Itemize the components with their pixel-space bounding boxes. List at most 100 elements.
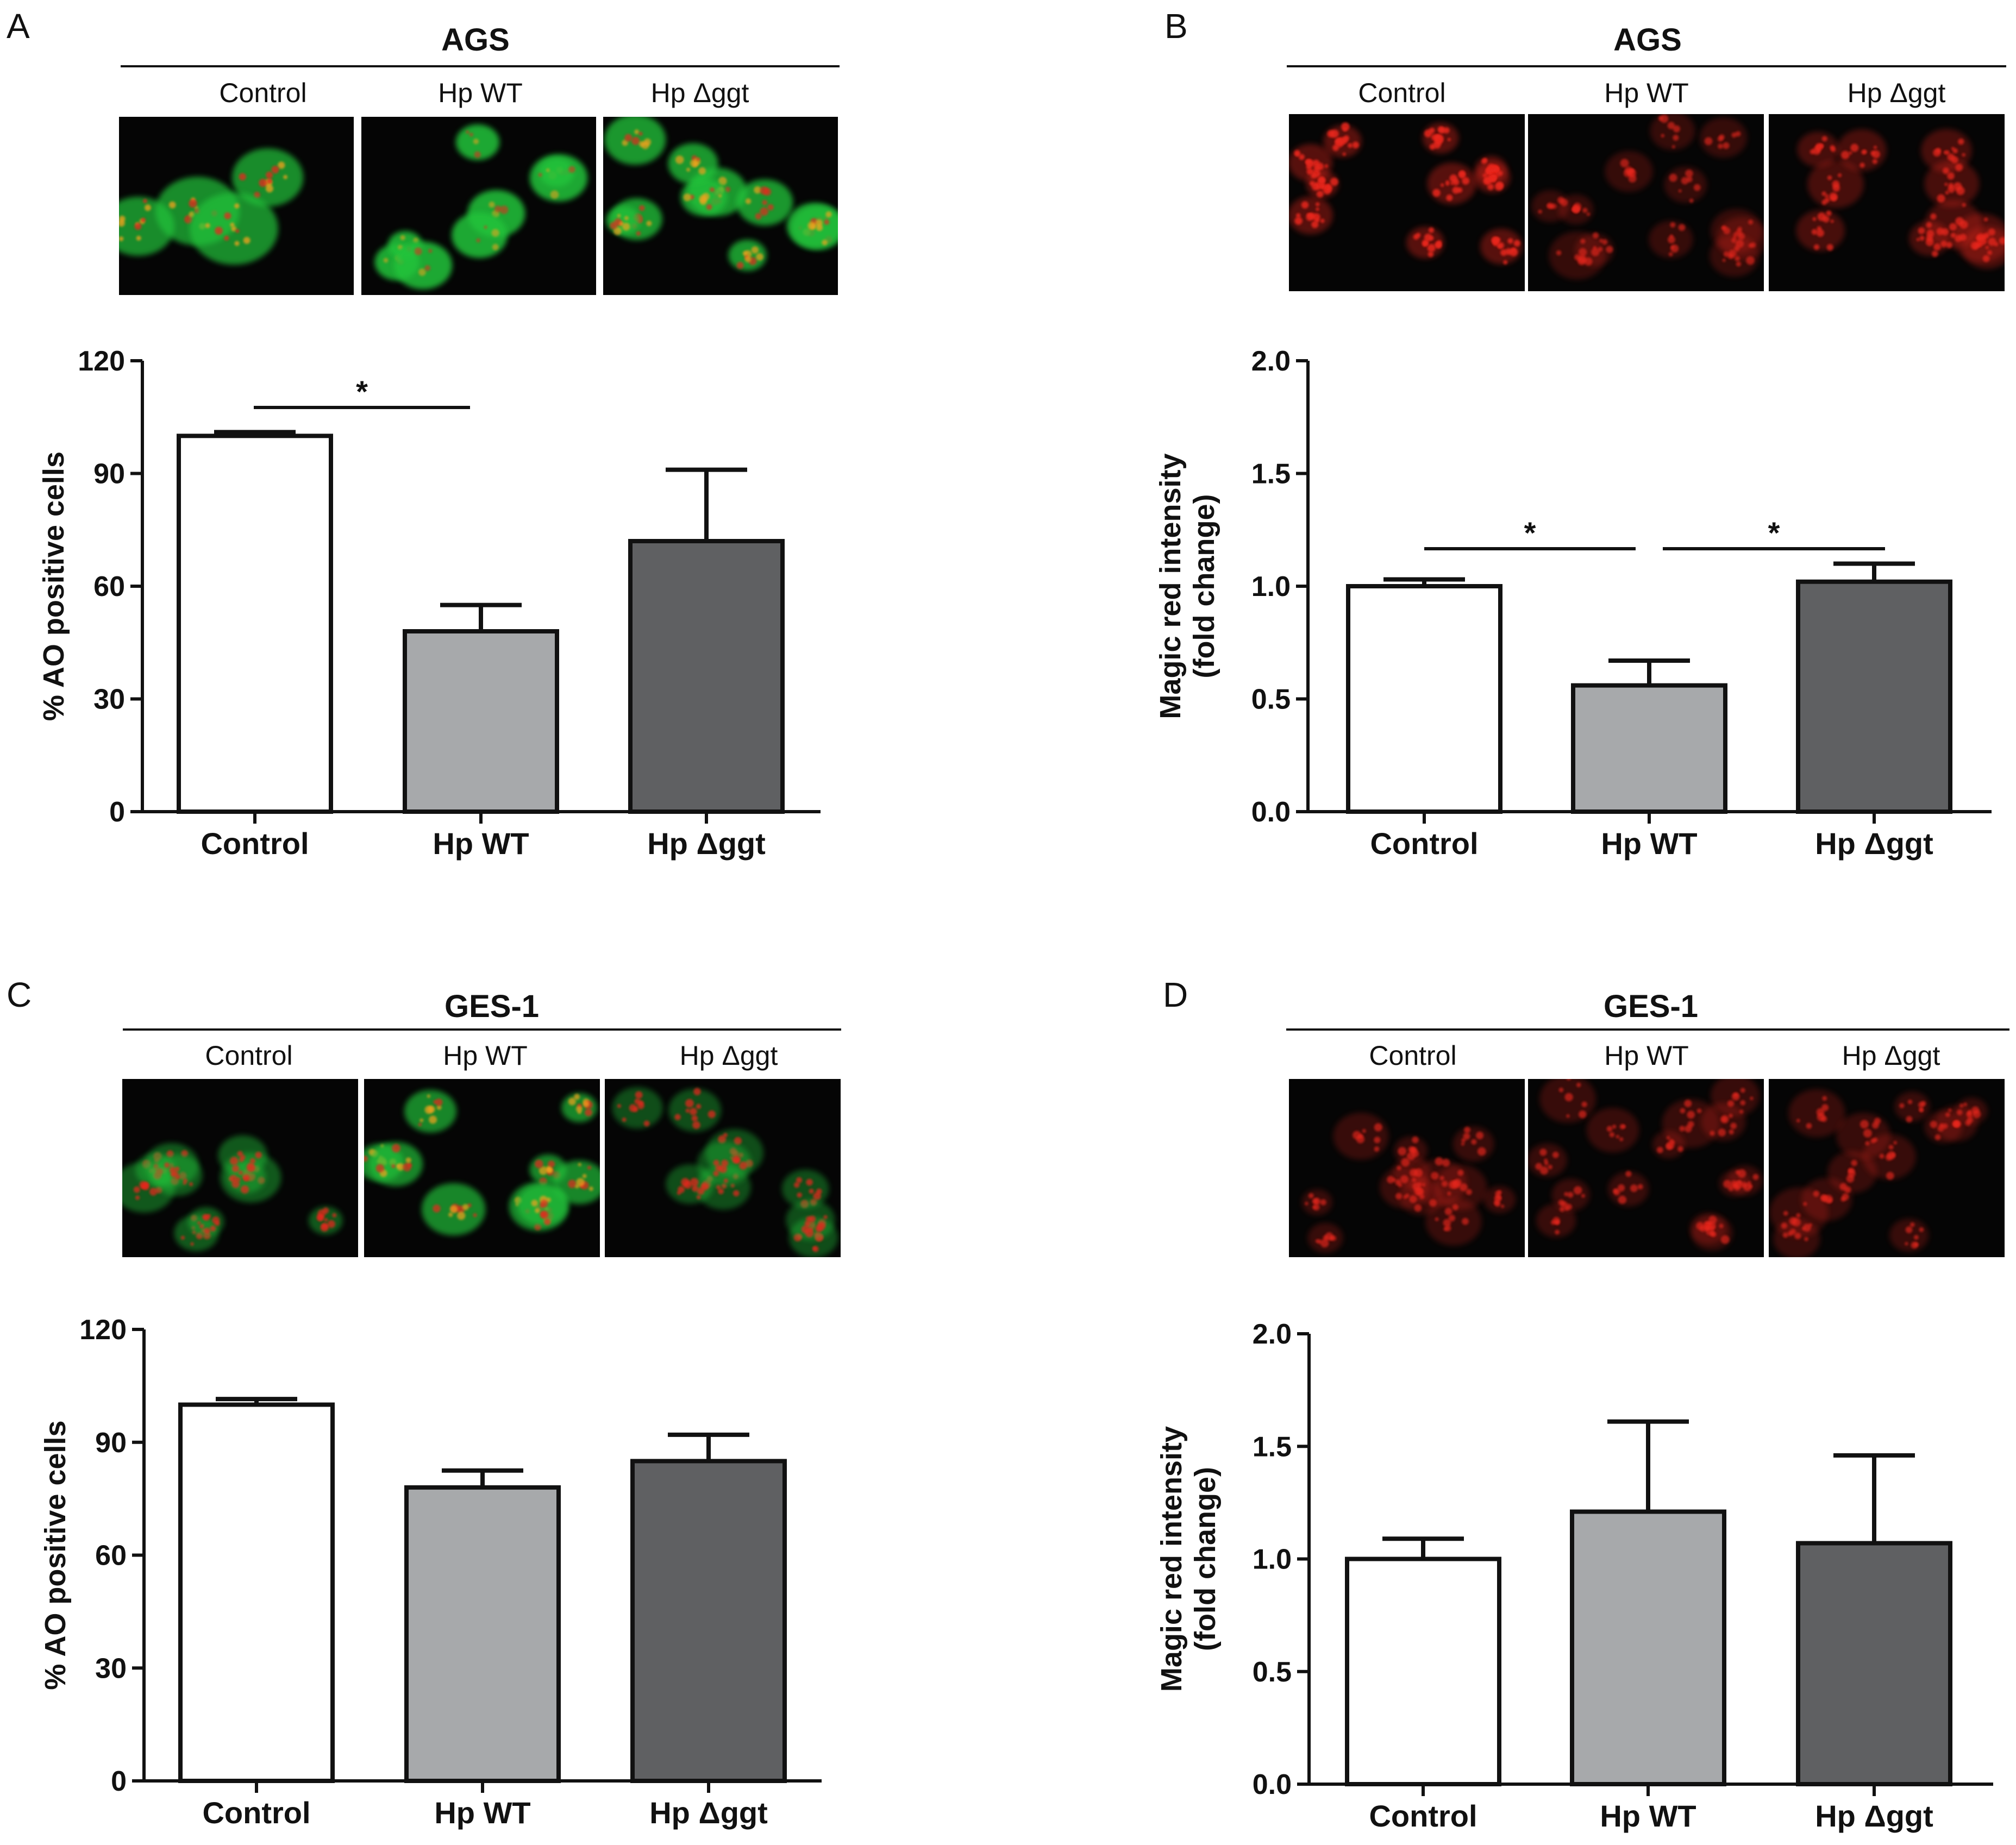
stain-dot bbox=[271, 166, 279, 174]
y-tick-label: 120 bbox=[79, 1314, 127, 1346]
stain-dot bbox=[1564, 1093, 1573, 1102]
stain-dot bbox=[1718, 143, 1723, 149]
stain-dot bbox=[1955, 217, 1964, 226]
stain-dot bbox=[239, 1157, 244, 1163]
stain-dot bbox=[1306, 159, 1314, 168]
stain-dot bbox=[164, 1162, 170, 1168]
stain-dot bbox=[638, 141, 645, 147]
stain-dot bbox=[1441, 183, 1444, 187]
stain-dot bbox=[1870, 150, 1875, 156]
stain-dot bbox=[716, 1184, 721, 1190]
panel-letter: A bbox=[7, 7, 30, 46]
y-tick-label: 2.0 bbox=[1251, 346, 1291, 377]
x-tick-label: Hp Δggt bbox=[647, 826, 766, 861]
stain-dot bbox=[1860, 162, 1865, 168]
stain-dot bbox=[1330, 178, 1338, 186]
stain-dot bbox=[1825, 194, 1829, 198]
stain-dot bbox=[713, 1159, 719, 1166]
stain-dot bbox=[1315, 1239, 1319, 1243]
cell-body bbox=[529, 154, 588, 202]
stain-dot bbox=[1736, 261, 1742, 267]
stain-dot bbox=[1704, 1226, 1709, 1231]
y-tick-label: 60 bbox=[93, 571, 125, 603]
stain-dot bbox=[1803, 1202, 1807, 1206]
x-tick-label: Hp Δggt bbox=[649, 1796, 768, 1830]
x-tick-label: Hp WT bbox=[434, 1796, 530, 1830]
stain-dot bbox=[204, 1227, 211, 1234]
stain-dot bbox=[724, 186, 730, 192]
y-tick-label: 60 bbox=[95, 1540, 127, 1572]
stain-dot bbox=[1863, 1129, 1872, 1138]
stain-dot bbox=[1680, 1108, 1686, 1114]
stain-dot bbox=[231, 1165, 240, 1172]
stain-dot bbox=[1905, 1226, 1913, 1233]
stain-dot bbox=[1564, 1192, 1569, 1196]
stain-dot bbox=[1738, 233, 1745, 240]
stain-dot bbox=[739, 1161, 748, 1170]
micrograph bbox=[1289, 114, 1525, 291]
stain-dot bbox=[635, 1091, 643, 1099]
stain-dot bbox=[1851, 1159, 1857, 1166]
stain-dot bbox=[332, 1213, 337, 1218]
stain-dot bbox=[183, 1178, 188, 1183]
stain-dot bbox=[1444, 1208, 1452, 1215]
stain-dot bbox=[1320, 1239, 1329, 1248]
stain-dot bbox=[1806, 1123, 1812, 1129]
stain-dot bbox=[1558, 1087, 1564, 1093]
cell-body bbox=[452, 212, 508, 258]
stain-dot bbox=[1582, 208, 1588, 213]
stain-dot bbox=[1740, 1100, 1746, 1106]
stain-dot bbox=[696, 1103, 702, 1109]
stain-dot bbox=[1484, 176, 1492, 184]
stain-dot bbox=[575, 1184, 579, 1189]
stain-dot bbox=[583, 1101, 590, 1108]
micrograph-label: Hp WT bbox=[438, 78, 523, 108]
stain-dot bbox=[1871, 1121, 1879, 1129]
stain-dot bbox=[1405, 1193, 1410, 1198]
stain-dot bbox=[1888, 1145, 1894, 1150]
stain-dot bbox=[375, 1164, 385, 1173]
stain-dot bbox=[1942, 228, 1949, 236]
stain-dot bbox=[189, 1182, 193, 1187]
stain-dot bbox=[1461, 1138, 1466, 1143]
stain-dot bbox=[1946, 242, 1952, 248]
panel-letter: B bbox=[1164, 7, 1188, 46]
stain-dot bbox=[1686, 176, 1693, 183]
y-tick-label: 0.0 bbox=[1251, 796, 1291, 828]
stain-dot bbox=[1320, 1199, 1326, 1206]
stain-dot bbox=[1812, 217, 1817, 221]
stain-dot bbox=[473, 1213, 477, 1218]
stain-dot bbox=[207, 1214, 211, 1218]
stain-dot bbox=[1794, 1232, 1801, 1239]
stain-dot bbox=[1443, 1219, 1451, 1227]
stain-dot bbox=[1677, 1146, 1683, 1152]
stain-dot bbox=[1559, 1207, 1565, 1212]
cell-line-title: AGS bbox=[441, 22, 510, 58]
stain-dot bbox=[823, 1215, 828, 1220]
stain-dot bbox=[1737, 1179, 1742, 1185]
stain-dot bbox=[718, 177, 727, 186]
stain-dot bbox=[1804, 1237, 1808, 1241]
stain-dot bbox=[1447, 137, 1451, 141]
stain-dot bbox=[1731, 1092, 1740, 1101]
stain-dot bbox=[1318, 177, 1325, 184]
stain-dot bbox=[1827, 175, 1832, 180]
stain-dot bbox=[134, 223, 142, 230]
stain-dot bbox=[582, 1173, 587, 1178]
stain-dot bbox=[322, 1207, 329, 1214]
cell-body bbox=[1380, 1166, 1430, 1209]
stain-dot bbox=[1811, 229, 1818, 235]
cell-body bbox=[1836, 1112, 1890, 1159]
stain-dot bbox=[1886, 1171, 1894, 1180]
cell-body bbox=[119, 197, 174, 256]
stain-dot bbox=[180, 1235, 185, 1240]
stain-dot bbox=[1552, 1151, 1559, 1158]
stain-dot bbox=[1428, 251, 1434, 258]
stain-dot bbox=[534, 1159, 543, 1169]
y-tick-label: 0.5 bbox=[1253, 1656, 1292, 1688]
stain-dot bbox=[1308, 1193, 1314, 1198]
stain-dot bbox=[1492, 167, 1498, 173]
stain-dot bbox=[1620, 159, 1629, 168]
stain-dot bbox=[1412, 1136, 1419, 1144]
stain-dot bbox=[1945, 1112, 1950, 1118]
